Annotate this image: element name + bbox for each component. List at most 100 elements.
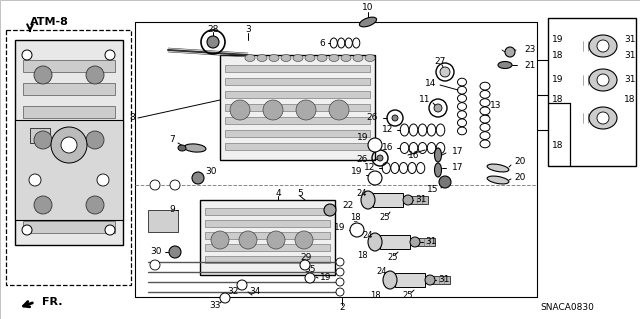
Bar xyxy=(410,196,428,204)
Bar xyxy=(23,129,115,141)
Bar xyxy=(23,198,115,210)
Circle shape xyxy=(22,225,32,235)
Text: 30: 30 xyxy=(150,248,162,256)
Text: 4: 4 xyxy=(275,189,281,197)
Circle shape xyxy=(392,115,398,121)
Text: 24: 24 xyxy=(377,268,387,277)
Circle shape xyxy=(597,74,609,86)
Circle shape xyxy=(329,100,349,120)
Text: 27: 27 xyxy=(435,57,445,66)
Circle shape xyxy=(263,100,283,120)
Circle shape xyxy=(86,66,104,84)
Ellipse shape xyxy=(329,55,339,62)
Text: 31: 31 xyxy=(438,276,449,285)
Text: 19: 19 xyxy=(552,76,564,85)
Text: 31: 31 xyxy=(425,238,436,247)
Text: 19: 19 xyxy=(351,167,362,176)
Bar xyxy=(225,78,370,85)
Circle shape xyxy=(169,246,181,258)
Bar xyxy=(225,117,370,124)
Text: 21: 21 xyxy=(524,61,536,70)
Polygon shape xyxy=(130,165,210,285)
Ellipse shape xyxy=(589,107,617,129)
Text: 33: 33 xyxy=(209,300,221,309)
Text: 19: 19 xyxy=(356,133,368,143)
Text: 19: 19 xyxy=(320,273,332,283)
Text: 16: 16 xyxy=(381,144,393,152)
Ellipse shape xyxy=(305,55,315,62)
Circle shape xyxy=(597,40,609,52)
Text: 29: 29 xyxy=(300,253,312,262)
Text: 19: 19 xyxy=(552,35,564,44)
Ellipse shape xyxy=(269,55,279,62)
Ellipse shape xyxy=(487,164,509,172)
Bar xyxy=(417,238,435,246)
Text: 25: 25 xyxy=(380,213,390,222)
Ellipse shape xyxy=(293,55,303,62)
Circle shape xyxy=(86,196,104,214)
Circle shape xyxy=(440,67,450,77)
Circle shape xyxy=(505,47,515,57)
Circle shape xyxy=(29,174,41,186)
Text: 31: 31 xyxy=(624,35,636,44)
Circle shape xyxy=(211,231,229,249)
Bar xyxy=(380,235,410,249)
Circle shape xyxy=(305,273,315,283)
Ellipse shape xyxy=(383,271,397,289)
Circle shape xyxy=(336,288,344,296)
Text: 6: 6 xyxy=(319,39,325,48)
Ellipse shape xyxy=(425,275,435,285)
Text: 31: 31 xyxy=(624,51,636,61)
Circle shape xyxy=(296,100,316,120)
Text: ─: ─ xyxy=(353,219,356,225)
Text: 31: 31 xyxy=(624,76,636,85)
Bar xyxy=(225,143,370,150)
Circle shape xyxy=(150,180,160,190)
Text: 15: 15 xyxy=(426,186,438,195)
Text: 20: 20 xyxy=(514,174,525,182)
Bar xyxy=(432,276,450,284)
Circle shape xyxy=(336,258,344,266)
Circle shape xyxy=(324,204,336,216)
Ellipse shape xyxy=(317,55,327,62)
Text: 14: 14 xyxy=(424,78,436,87)
Circle shape xyxy=(150,260,160,270)
Bar xyxy=(15,120,123,220)
Circle shape xyxy=(105,225,115,235)
Ellipse shape xyxy=(361,191,375,209)
Ellipse shape xyxy=(589,35,617,57)
Bar xyxy=(225,130,370,137)
Circle shape xyxy=(22,50,32,60)
Bar xyxy=(205,232,330,239)
Text: 18: 18 xyxy=(552,95,564,105)
Circle shape xyxy=(434,104,442,112)
Text: 18: 18 xyxy=(349,213,360,222)
Text: 20: 20 xyxy=(514,158,525,167)
Circle shape xyxy=(368,138,382,152)
Ellipse shape xyxy=(435,148,442,162)
Text: 16: 16 xyxy=(408,151,419,160)
Text: 32: 32 xyxy=(227,287,239,296)
Bar xyxy=(148,210,178,232)
Bar xyxy=(23,221,115,233)
Bar xyxy=(23,106,115,118)
Bar xyxy=(225,104,370,111)
Circle shape xyxy=(220,293,230,303)
Bar xyxy=(205,244,330,251)
Text: 13: 13 xyxy=(490,100,502,109)
Circle shape xyxy=(51,127,87,163)
Bar xyxy=(6,30,131,285)
Bar xyxy=(30,128,50,143)
Ellipse shape xyxy=(184,144,206,152)
Text: 10: 10 xyxy=(362,4,374,12)
Text: 25: 25 xyxy=(403,292,413,300)
Text: FR.: FR. xyxy=(42,297,63,307)
Text: 9: 9 xyxy=(169,205,175,214)
Text: 23: 23 xyxy=(524,46,536,55)
Text: 31: 31 xyxy=(415,196,426,204)
Bar xyxy=(220,55,375,160)
Ellipse shape xyxy=(487,176,509,184)
Bar xyxy=(23,83,115,95)
Ellipse shape xyxy=(589,69,617,91)
Bar xyxy=(373,193,403,207)
